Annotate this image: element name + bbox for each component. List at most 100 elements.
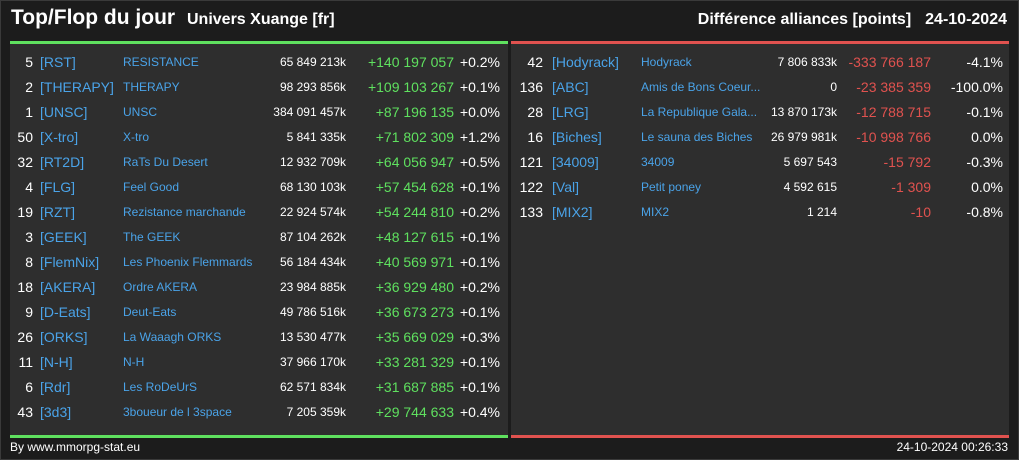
percent-cell: +0.0%	[459, 104, 500, 120]
points-cell: 5 697 543	[783, 155, 837, 169]
alliance-name-link[interactable]: X-tro	[123, 130, 150, 144]
flop-row: 122 [Val] Petit poney 4 592 615 -1 309 0.0%	[511, 175, 1009, 200]
points-cell: 49 786 516k	[279, 305, 346, 319]
alliance-name-link[interactable]: 34009	[641, 155, 675, 169]
delta-cell: -23 385 359	[856, 79, 931, 95]
rank-cell: 5	[25, 54, 33, 70]
metric-label: Différence alliances [points]	[697, 11, 912, 28]
top-row: 50 [X-tro] X-tro 5 841 335k +71 802 309 +1.2%	[10, 125, 508, 150]
alliance-tag-link[interactable]: [FLG]	[40, 179, 76, 195]
delta-cell: -333 766 187	[848, 54, 931, 70]
alliance-tag-link[interactable]: [LRG]	[552, 104, 589, 120]
alliance-tag-link[interactable]: [Biches]	[552, 129, 602, 145]
alliance-name-link[interactable]: N-H	[123, 355, 145, 369]
alliance-name-link[interactable]: RaTs Du Desert	[123, 155, 208, 169]
points-cell: 12 932 709k	[279, 155, 346, 169]
alliance-name-link[interactable]: Petit poney	[641, 180, 702, 194]
header: Top/Flop du jour Univers Xuange [fr] Dif…	[0, 0, 1019, 40]
percent-cell: +0.1%	[459, 379, 500, 395]
alliance-tag-link[interactable]: [UNSC]	[40, 104, 88, 120]
points-cell: 0	[830, 80, 837, 94]
rank-cell: 43	[17, 404, 33, 420]
alliance-name-link[interactable]: 3boueur de l 3space	[123, 405, 232, 419]
percent-cell: +0.1%	[459, 179, 500, 195]
percent-cell: +0.1%	[459, 229, 500, 245]
top-row: 43 [3d3] 3boueur de l 3space 7 205 359k +29 …	[10, 400, 508, 425]
rank-cell: 18	[17, 279, 33, 295]
alliance-name-link[interactable]: Le sauna des Biches	[641, 130, 753, 144]
alliance-name-link[interactable]: La Waaagh ORKS	[123, 330, 222, 344]
delta-cell: +54 244 810	[375, 204, 454, 220]
alliance-tag-link[interactable]: [N-H]	[40, 354, 73, 370]
alliance-tag-link[interactable]: [X-tro]	[40, 129, 79, 145]
rank-cell: 19	[17, 204, 33, 220]
footer-source: By www.mmorpg-stat.eu	[10, 440, 141, 454]
top-row: 11 [N-H] N-H 37 966 170k +33 281 329 +0.1%	[10, 350, 508, 375]
alliance-tag-link[interactable]: [Rdr]	[40, 379, 71, 395]
rank-cell: 6	[25, 379, 33, 395]
alliance-tag-link[interactable]: [FlemNix]	[40, 254, 100, 270]
points-cell: 384 091 457k	[273, 105, 346, 119]
delta-cell: -10	[910, 204, 931, 220]
top-row: 32 [RT2D] RaTs Du Desert 12 932 709k +64 056…	[10, 150, 508, 175]
percent-cell: -0.8%	[966, 204, 1003, 220]
points-cell: 26 979 981k	[770, 130, 837, 144]
alliance-name-link[interactable]: RESISTANCE	[123, 55, 199, 69]
alliance-name-link[interactable]: Les Phoenix Flemmards	[123, 255, 253, 269]
alliance-tag-link[interactable]: [ABC]	[552, 79, 589, 95]
alliance-tag-link[interactable]: [GEEK]	[40, 229, 87, 245]
top-row: 8 [FlemNix] Les Phoenix Flemmards 56 184 43…	[10, 250, 508, 275]
delta-cell: +109 103 267	[367, 79, 454, 95]
rank-cell: 8	[25, 254, 33, 270]
alliance-name-link[interactable]: UNSC	[123, 105, 158, 119]
alliance-name-link[interactable]: MIX2	[641, 205, 670, 219]
alliance-name-link[interactable]: Feel Good	[123, 180, 180, 194]
flop-row: 136 [ABC] Amis de Bons Coeur... 0 -23 385 35…	[511, 75, 1009, 100]
alliance-name-link[interactable]: Rezistance marchande	[123, 205, 246, 219]
page-title: Top/Flop du jour	[11, 6, 176, 29]
points-cell: 13 870 173k	[770, 105, 837, 119]
header-right: Différence alliances [points] 24-10-2024	[698, 11, 1007, 29]
percent-cell: -0.3%	[966, 154, 1003, 170]
alliance-name-link[interactable]: THERAPY	[123, 80, 180, 94]
alliance-tag-link[interactable]: [RZT]	[40, 204, 75, 220]
alliance-tag-link[interactable]: [THERAPY]	[40, 79, 114, 95]
alliance-name-link[interactable]: Les RoDeUrS	[123, 380, 198, 394]
delta-cell: +35 669 029	[375, 329, 454, 345]
alliance-name-link[interactable]: Deut-Eats	[123, 305, 177, 319]
alliance-tag-link[interactable]: [ORKS]	[40, 329, 88, 345]
top-row: 1 [UNSC] UNSC 384 091 457k +87 196 135 +0.0%	[10, 100, 508, 125]
top-row: 18 [AKERA] Ordre AKERA 23 984 885k +36 929 4…	[10, 275, 508, 300]
rank-cell: 28	[527, 104, 543, 120]
alliance-name-link[interactable]: Amis de Bons Coeur...	[641, 80, 761, 94]
delta-cell: +48 127 615	[375, 229, 454, 245]
percent-cell: +0.1%	[459, 79, 500, 95]
percent-cell: +0.5%	[459, 154, 500, 170]
alliance-tag-link[interactable]: [AKERA]	[40, 279, 96, 295]
rank-cell: 16	[527, 129, 543, 145]
alliance-tag-link[interactable]: [Val]	[552, 179, 579, 195]
points-cell: 1 214	[806, 205, 837, 219]
rank-cell: 42	[527, 54, 543, 70]
alliance-name-link[interactable]: Hodyrack	[641, 55, 692, 69]
percent-cell: +0.1%	[459, 354, 500, 370]
alliance-tag-link[interactable]: [3d3]	[40, 404, 72, 420]
percent-cell: -0.1%	[966, 104, 1003, 120]
alliance-name-link[interactable]: The GEEK	[123, 230, 181, 244]
alliance-tag-link[interactable]: [D-Eats]	[40, 304, 91, 320]
alliance-name-link[interactable]: Ordre AKERA	[123, 280, 198, 294]
points-cell: 4 592 615	[783, 180, 837, 194]
percent-cell: +0.1%	[459, 254, 500, 270]
flop-panel: 42 [Hodyrack] Hodyrack 7 806 833k -333 766 1…	[511, 41, 1009, 438]
alliance-tag-link[interactable]: [Hodyrack]	[552, 54, 619, 70]
alliance-tag-link[interactable]: [RST]	[40, 54, 76, 70]
panel-divider	[509, 41, 511, 438]
alliance-tag-link[interactable]: [MIX2]	[552, 204, 593, 220]
alliance-tag-link[interactable]: [RT2D]	[40, 154, 85, 170]
alliance-name-link[interactable]: La Republique Gala...	[641, 105, 758, 119]
percent-cell: -4.1%	[966, 54, 1003, 70]
header-date: 24-10-2024	[925, 11, 1007, 28]
alliance-tag-link[interactable]: [34009]	[552, 154, 599, 170]
points-cell: 37 966 170k	[279, 355, 346, 369]
percent-cell: 0.0%	[971, 179, 1003, 195]
